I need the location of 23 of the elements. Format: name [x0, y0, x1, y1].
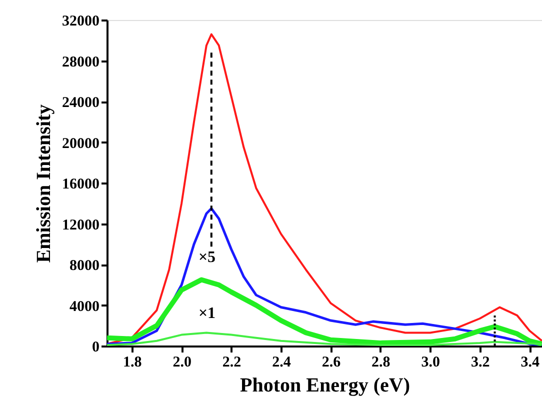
- x-tick-label: 2.0: [172, 354, 192, 370]
- x-tick-label: 3.2: [470, 354, 490, 370]
- y-tick-label: 8000: [70, 258, 100, 274]
- annotation: ×1: [198, 305, 216, 322]
- y-tick-label: 32000: [62, 14, 100, 30]
- x-axis-title: Photon Energy (eV): [240, 374, 410, 396]
- y-tick-label: 12000: [62, 217, 100, 234]
- y-tick-label: 20000: [62, 136, 100, 152]
- y-axis-title: Emission Intensity: [33, 104, 55, 263]
- x-tick-label: 2.6: [322, 354, 342, 370]
- x-tick-label: 3.4: [520, 354, 540, 370]
- x-tick-label: 2.8: [372, 354, 390, 370]
- x-tick-label: 3.0: [421, 354, 440, 370]
- x-tick-label: 2.2: [222, 354, 242, 370]
- y-tick-label: 0: [92, 340, 100, 356]
- annotation: ×5: [198, 249, 216, 266]
- x-tick-label: 1.8: [122, 354, 142, 370]
- line-series: [107, 33, 542, 345]
- y-tick-label: 24000: [62, 95, 100, 111]
- y-tick-label: 4000: [70, 298, 100, 315]
- y-tick-label: 28000: [62, 54, 100, 70]
- x-tick-label: 2.4: [272, 354, 292, 370]
- y-tick-label: 16000: [62, 176, 100, 192]
